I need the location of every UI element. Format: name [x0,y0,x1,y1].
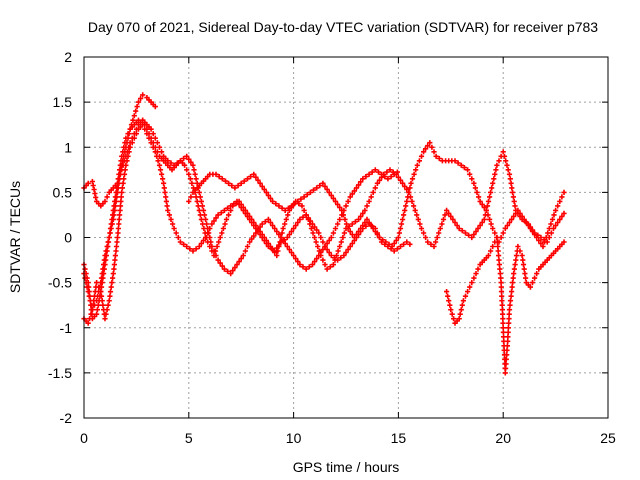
x-tick-label: 20 [495,430,511,446]
y-tick-label: -2 [60,410,73,426]
y-tick-label: -1.5 [48,365,72,381]
x-tick-label: 0 [80,430,88,446]
y-tick-label: 2 [64,49,72,65]
y-tick-label: 0.5 [53,184,73,200]
x-tick-label: 25 [600,430,616,446]
x-tick-label: 10 [286,430,302,446]
y-tick-label: -1 [60,320,73,336]
y-tick-label: 1 [64,139,72,155]
series-track-e [444,234,567,376]
y-tick-label: 0 [64,230,72,246]
series-track-e-markers [444,234,567,376]
chart-title: Day 070 of 2021, Sidereal Day-to-day VTE… [88,19,598,35]
x-axis-label: GPS time / hours [293,459,400,475]
plot-frame [83,56,609,419]
y-tick-label: -0.5 [48,275,72,291]
y-axis-label: SDTVAR / TECUs [7,181,23,293]
x-tick-label: 15 [391,430,407,446]
x-tick-label: 5 [185,430,193,446]
y-tick-label: 1.5 [53,94,73,110]
x-axis-ticks: 0 5 10 15 20 25 [80,57,616,446]
